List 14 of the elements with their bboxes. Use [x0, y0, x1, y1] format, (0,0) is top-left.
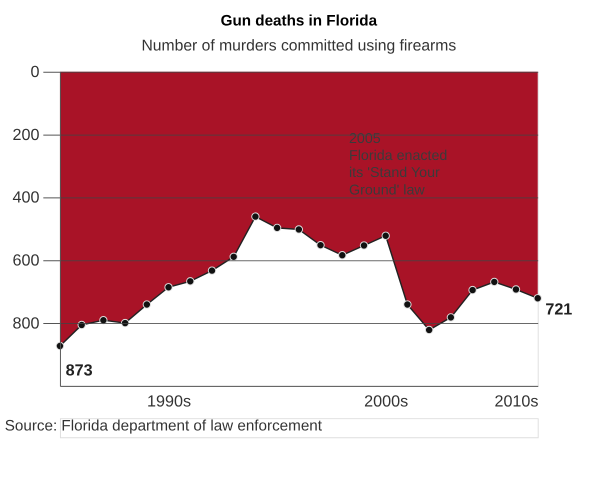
y-tick-label: 800: [12, 314, 40, 332]
y-tick-label: 600: [12, 251, 40, 270]
x-tick-label: 2010s: [494, 392, 538, 410]
x-tick-label: 1990s: [147, 392, 192, 410]
annotation: 2005 Florida enacted its 'Stand Your Ground' law: [349, 130, 448, 198]
y-tick-label: 200: [12, 126, 40, 144]
source-note: Source: Florida department of law enforcement: [4, 418, 323, 435]
data-label: 873: [66, 361, 93, 380]
chart-title: Gun deaths in Florida: [220, 12, 378, 30]
chart-subtitle: Number of murders committed using firearms: [141, 37, 456, 54]
y-tick-label: 0: [30, 63, 40, 82]
y-tick-label: 400: [12, 188, 40, 207]
x-tick-label: 2000s: [364, 392, 408, 410]
data-label: 721: [545, 300, 572, 318]
